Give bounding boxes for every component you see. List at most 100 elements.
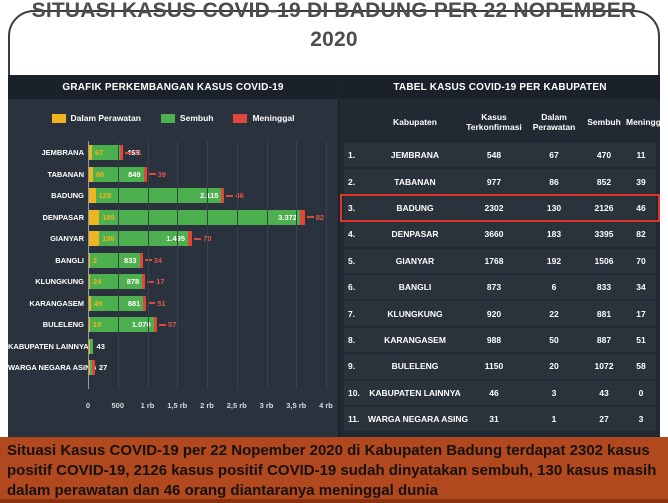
bar-label-sembuh: 1.070 [131, 320, 151, 329]
chart-panel: GRAFIK PERKEMBANGAN KASUS COVID-19 Dalam… [8, 75, 338, 437]
bar-label-sembuh: 849 [128, 169, 141, 179]
table-cell-dalam-perawatan: 192 [546, 255, 562, 266]
table-cell-kabupaten: KARANGASEM [384, 334, 446, 345]
bar-label-dalam-perawatan: 19 [93, 320, 102, 329]
bar-label-meninggal: 51 [148, 296, 166, 311]
bar-segment-dalam-perawatan [88, 360, 90, 375]
bar-segment-meninggal [299, 209, 305, 225]
table-cell-meninggal: 11 [636, 150, 646, 161]
table-cell-dalam-perawatan: 50 [549, 334, 559, 345]
bar-category-label: BULELENG [42, 320, 84, 329]
table-cell-meninggal: 0 [638, 387, 644, 398]
gridline [326, 141, 327, 389]
bar-segment-sembuh [90, 274, 143, 289]
bar-label-meninggal-value: 46 [235, 191, 244, 200]
table-cell-no: 11. [348, 414, 360, 425]
bar-row: KABUPATEN LAINNYA 43 [8, 338, 338, 354]
bar-track: 128 2.115 46 [88, 188, 326, 203]
bar-segment-dalam-perawatan [88, 338, 90, 354]
meninggal-dash [194, 237, 202, 240]
table-cell-meninggal: 17 [636, 308, 646, 319]
table-cell-no: 9. [348, 361, 356, 372]
table-cell-sembuh: 1506 [594, 255, 614, 266]
bar-segment-meninggal [153, 317, 158, 332]
bar-segment-sembuh [90, 295, 144, 311]
summary-text: Situasi Kasus COVID-19 per 22 Nopember 2… [7, 442, 657, 499]
chart-panel-title: GRAFIK PERKEMBANGAN KASUS COVID-19 [8, 75, 338, 99]
bar-segment-dalam-perawatan [88, 166, 94, 182]
table-cell-sembuh: 470 [596, 150, 612, 161]
bar-label-sembuh: 3.372 [278, 212, 297, 222]
x-axis: 0 500 1 rb 1,5 rb 2 rb 2,5 rb 3 rb 3,5 rb 4 rb [86, 401, 333, 413]
table-cell-meninggal: 51 [636, 334, 646, 345]
bar-row: GIANYAR 186 1.495 70 [8, 231, 338, 246]
table-cell-sembuh: 833 [596, 282, 612, 293]
bar-segment-dalam-perawatan [88, 188, 96, 203]
bar-segment-meninggal [221, 188, 225, 203]
table-cell-sembuh: 881 [596, 308, 612, 319]
bar-row: KLUNGKUNG 24 878 17 [8, 274, 338, 289]
table-header-cell-kabupaten: Kabupaten [393, 116, 437, 127]
bar-row: BULELENG 19 1.070 57 [8, 317, 338, 332]
bar-label-sembuh: 468 [126, 148, 140, 157]
table-panel: TABEL KASUS COVID-19 PER KABUPATEN Kabup… [340, 75, 668, 437]
bar-segment-meninggal [92, 360, 95, 375]
table-cell-sembuh: 887 [596, 334, 612, 345]
gridline [296, 141, 298, 389]
table-cell-no: 3. [348, 202, 356, 213]
table-header-cell-meninggal: Meninggal [626, 116, 668, 127]
bar-category-label: KABUPATEN LAINNYA [8, 341, 89, 351]
bar-segment-meninggal [143, 295, 147, 311]
table-body: 1. JEMBRANA 548 67 470 11 2. TABANAN 977 86 852 39 3… [340, 143, 660, 432]
gridline [177, 141, 179, 389]
bar-segment-sembuh [90, 252, 140, 268]
table-cell-kasus-terkonfirmasi: 1768 [484, 255, 504, 266]
bar-row: BANGLI 2 833 34 [8, 252, 338, 268]
x-axis-tick: 3,5 rb [286, 401, 307, 410]
gridline [147, 141, 149, 389]
bar-category-label: BADUNG [51, 191, 84, 200]
table-row: 4. DENPASAR 3660 183 3395 82 [344, 222, 656, 247]
bar-track: 49 881 51 [88, 295, 326, 311]
bar-label-meninggal-value: 82 [315, 212, 325, 222]
dashboard: GRAFIK PERKEMBANGAN KASUS COVID-19 Dalam… [8, 75, 668, 437]
table-cell-sembuh: 1072 [594, 361, 614, 372]
bar-label-meninggal-value: 57 [168, 320, 177, 329]
bar-category-label: TABANAN [47, 169, 84, 179]
bar-segment-meninggal [119, 145, 123, 160]
bar-segment-meninggal [188, 231, 193, 246]
table-cell-kabupaten: GIANYAR [395, 255, 435, 266]
table-cell-sembuh: 3395 [594, 229, 614, 240]
bar-segment-sembuh [90, 317, 154, 332]
bar-label-meninggal-value: 51 [157, 298, 166, 308]
meninggal-dash [159, 323, 167, 326]
bar-label-dalam-perawatan: 24 [93, 277, 102, 286]
table-cell-meninggal: 39 [636, 176, 646, 187]
bar-segment-dalam-perawatan [88, 209, 100, 225]
table-cell-kasus-terkonfirmasi: 977 [486, 176, 502, 187]
table-row: 6. BANGLI 873 6 833 34 [344, 274, 656, 300]
bar-category-label: KLUNGKUNG [35, 277, 84, 286]
bar-label-meninggal: 11 [124, 145, 142, 160]
bar-chart: JEMBRANA 67 468 11 TABANAN 86 849 39 BADUNG 128 2.… [8, 141, 338, 417]
table-cell-no: 4. [348, 229, 356, 240]
bar-label-meninggal: 70 [194, 231, 212, 246]
meninggal-dash [147, 280, 155, 283]
page-title: SITUASI KASUS COVID-19 DI BADUNG PER 22 … [31, 0, 637, 51]
bar-label-dalam-perawatan: 189 [102, 212, 115, 222]
table-cell-meninggal: 58 [636, 361, 646, 372]
bar-label-dalam-perawatan: 86 [96, 169, 105, 179]
table-cell-sembuh: 2126 [594, 202, 614, 213]
bar-label-sembuh: 833 [124, 255, 137, 265]
table-cell-no: 2. [348, 176, 356, 187]
bar-category-label: GIANYAR [50, 234, 84, 243]
summary-banner: Situasi Kasus COVID-19 per 22 Nopember 2… [0, 437, 668, 503]
bar-category-label: JEMBRANA [41, 148, 84, 157]
bar-segment-meninggal [139, 252, 143, 268]
bar-row: WARGA NEGARA ASING 27 [8, 360, 338, 375]
table-cell-dalam-perawatan: 22 [549, 308, 559, 319]
bar-label-sembuh: 27 [99, 363, 108, 372]
x-axis-tick: 4 rb [319, 401, 333, 410]
table-row: 1. JEMBRANA 548 67 470 11 [344, 143, 656, 168]
bar-track: 43 [88, 338, 326, 354]
